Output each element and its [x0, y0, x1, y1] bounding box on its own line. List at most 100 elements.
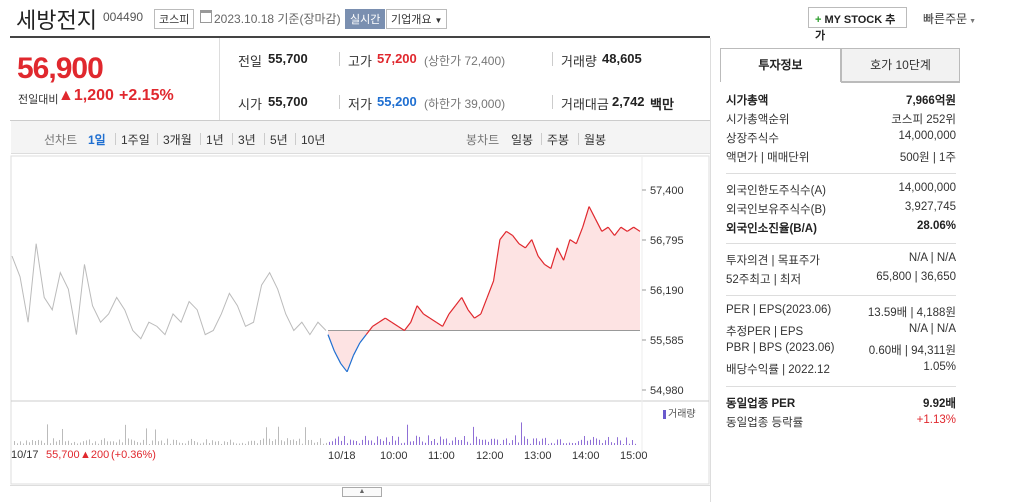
collapse-button[interactable]: ▲ — [342, 487, 382, 497]
volume-bar — [290, 440, 291, 445]
volume-bar — [113, 441, 114, 445]
volume-bar — [74, 441, 75, 445]
info-row: 외국인보유주식수(B) 3,927,745 — [726, 201, 956, 219]
volume-bar — [353, 440, 354, 445]
volume-bar — [179, 442, 180, 445]
divider — [200, 133, 201, 145]
volume-bar — [383, 440, 384, 445]
x-tick-label: 10/18 — [328, 450, 356, 462]
volume-bar — [302, 443, 303, 445]
info-row-label: 투자의견 | 목표주가 — [726, 255, 821, 267]
up-segment — [594, 218, 603, 232]
chevron-up-icon: ▲ — [358, 488, 366, 495]
quick-order-button[interactable]: 빠른주문 ▼ — [923, 10, 976, 27]
volume-value: 48,605 — [602, 51, 642, 66]
volume-bar — [245, 443, 246, 445]
info-row-value: 65,800 | 36,650 — [876, 271, 956, 283]
diff-value: ▲1,200 — [58, 87, 114, 105]
volume-bar — [242, 442, 243, 445]
volume-bar — [611, 442, 612, 445]
volume-bar — [473, 426, 474, 445]
volume-legend-label: 거래량 — [668, 409, 696, 420]
info-row-value: 13.59배 | 4,188원 — [867, 307, 956, 319]
up-segment — [423, 313, 431, 319]
volume-bar — [488, 441, 489, 445]
volume-bar — [461, 440, 462, 445]
period-tab[interactable]: 1주일 — [121, 133, 150, 147]
volume-bar — [512, 440, 513, 445]
volume-bar — [449, 443, 450, 445]
volume-bar — [527, 438, 528, 445]
volume-bar — [173, 439, 174, 445]
tab-orderbook-10[interactable]: 호가 10단계 — [841, 48, 960, 82]
prev-close-value: 55,700 — [268, 51, 308, 66]
info-row-value: 3,927,745 — [904, 201, 956, 213]
volume-bar — [257, 443, 258, 445]
candle-chart-label: 봉차트 — [466, 133, 500, 147]
period-tab[interactable]: 1일 — [88, 133, 106, 147]
intraday-chart: 57,400 56,795 56,190 55,585 54,980 10/18 10:0… — [10, 155, 710, 485]
volume-bar — [539, 441, 540, 445]
volume-bar — [629, 443, 630, 445]
info-row-label: PER | EPS(2023.06) — [726, 304, 832, 316]
period-tab[interactable]: 1년 — [206, 133, 224, 147]
volume-bar — [158, 441, 159, 445]
volume-bar — [278, 426, 279, 445]
up-area — [328, 206, 640, 372]
volume-bar — [224, 441, 225, 445]
volume-bar — [248, 441, 249, 445]
period-tab[interactable]: 3개월 — [163, 133, 192, 147]
divider — [115, 133, 116, 145]
volume-bars — [14, 422, 636, 445]
low-value: 55,200 — [377, 94, 417, 109]
up-segment — [403, 321, 412, 331]
info-row: 투자의견 | 목표주가 N/A | N/A — [726, 252, 956, 270]
up-segment — [556, 247, 565, 261]
up-segment — [518, 243, 526, 249]
info-row: 상장주식수 14,000,000 — [726, 130, 956, 148]
volume-bar — [53, 438, 54, 445]
low-label: 저가 — [348, 97, 372, 112]
y-tick-label: 56,795 — [650, 235, 684, 247]
divider — [541, 133, 542, 145]
volume-bar — [563, 443, 564, 445]
volume-bar — [200, 443, 201, 445]
info-row: PBR | BPS (2023.06) 0.60배 | 94,311원 — [726, 342, 956, 360]
realtime-button[interactable]: 실시간 — [345, 9, 386, 29]
volume-bar — [371, 440, 372, 445]
company-overview-button[interactable]: 기업개요 ▼ — [386, 9, 448, 29]
volume-bar — [572, 442, 573, 445]
up-segment — [607, 226, 616, 236]
volume-bar — [452, 440, 453, 445]
candle-tab[interactable]: 주봉 — [547, 133, 570, 147]
volume-bar — [251, 440, 252, 445]
candle-tab[interactable]: 일봉 — [511, 133, 534, 147]
my-stock-label: MY STOCK 추가 — [815, 14, 896, 42]
up-segment — [467, 309, 475, 319]
candle-tab[interactable]: 월봉 — [584, 133, 607, 147]
up-segment — [442, 313, 450, 327]
volume-legend: 거래량 — [663, 405, 696, 420]
tab-investment-info[interactable]: 투자정보 — [720, 48, 841, 82]
volume-label: 거래량 — [561, 54, 597, 69]
volume-bar — [29, 442, 30, 445]
period-tab[interactable]: 3년 — [238, 133, 256, 147]
volume-bar — [569, 442, 570, 445]
divider — [578, 133, 579, 145]
volume-bar — [263, 438, 264, 445]
upper-limit: (상한가 72,400) — [424, 54, 506, 68]
up-segment — [492, 239, 501, 282]
volume-bar — [542, 438, 543, 445]
volume-bar — [431, 440, 432, 445]
line-chart-label: 선차트 — [44, 133, 78, 147]
diff-percent: +2.15% — [119, 87, 174, 104]
period-tab[interactable]: 10년 — [301, 133, 326, 147]
amount-unit: 백만 — [650, 97, 674, 112]
my-stock-add-button[interactable]: + MY STOCK 추가 — [808, 7, 907, 42]
volume-bar — [146, 428, 147, 445]
volume-bar — [47, 424, 48, 445]
up-segment — [461, 297, 469, 311]
period-tab[interactable]: 5년 — [270, 133, 288, 147]
volume-bar — [530, 443, 531, 445]
open-label: 시가 — [238, 97, 262, 112]
